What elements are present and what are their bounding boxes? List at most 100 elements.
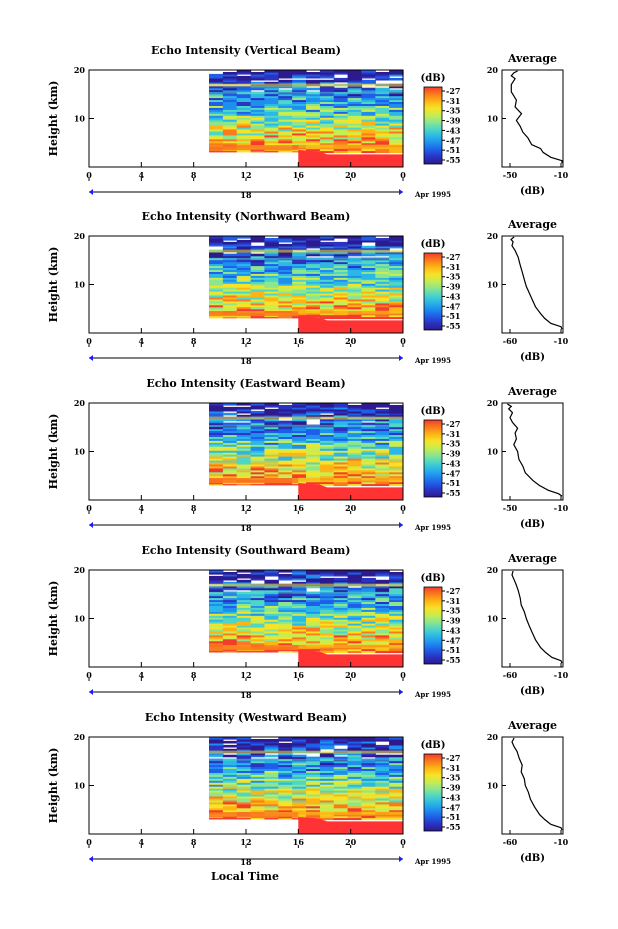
date-arrow-left (89, 689, 93, 695)
date-day: 18 (240, 523, 252, 533)
average-y-tick-label: 10 (487, 447, 499, 457)
y-tick-label: 20 (74, 732, 86, 742)
date-label: Apr 1995 (414, 190, 451, 199)
colorbar-tick-label: -39 (446, 616, 461, 626)
colorbar-tick-label: -35 (446, 773, 460, 783)
average-x-tick-label: -10 (554, 336, 569, 346)
colorbar-tick-label: -47 (446, 635, 460, 645)
x-tick-label: 0 (400, 837, 406, 847)
colorbar-unit: (dB) (421, 406, 446, 417)
average-title: Average (507, 719, 557, 732)
date-arrow-left (89, 856, 93, 862)
y-tick-label: 20 (74, 565, 86, 575)
average-x-tick-label: -60 (503, 837, 518, 847)
colorbar-tick-label: -43 (446, 792, 461, 802)
colorbar-tick-label: -31 (446, 96, 460, 106)
x-tick-label: 0 (86, 670, 92, 680)
average-frame (501, 736, 564, 835)
x-tick-label: 4 (139, 670, 145, 680)
date-arrow-right (399, 355, 403, 361)
x-tick-label: 8 (191, 503, 197, 513)
average-y-tick-label: 20 (487, 398, 499, 408)
average-profile-line (511, 737, 563, 831)
colorbar-tick-label: -39 (446, 116, 461, 126)
heatmap (209, 737, 404, 834)
colorbar-tick-label: -35 (446, 606, 460, 616)
average-y-tick-label: 20 (487, 231, 499, 241)
average-x-tick-label: -10 (554, 170, 569, 180)
average-y-tick-label: 20 (487, 732, 499, 742)
x-tick-label: 0 (400, 336, 406, 346)
y-tick-label: 20 (74, 231, 86, 241)
x-tick-label: 16 (293, 670, 305, 680)
x-tick-label: 20 (345, 503, 357, 513)
colorbar-tick-label: -39 (446, 783, 461, 793)
x-tick-label: 12 (240, 336, 251, 346)
x-tick-label: 20 (345, 837, 357, 847)
colorbar-tick-label: -31 (446, 429, 460, 439)
date-day: 18 (240, 356, 252, 366)
panel-2: Echo Intensity (Northward Beam) Height (k… (47, 210, 569, 366)
average-profile-line (510, 70, 563, 164)
colorbar-tick-label: -43 (446, 125, 461, 135)
date-day: 18 (240, 190, 252, 200)
colorbar (423, 419, 443, 498)
x-tick-label: 8 (191, 170, 197, 180)
colorbar-tick-label: -51 (446, 311, 460, 321)
y-tick-label: 20 (74, 65, 86, 75)
colorbar-tick-label: -27 (446, 753, 460, 763)
panel-title: Echo Intensity (Southward Beam) (142, 544, 351, 557)
date-arrow-left (89, 522, 93, 528)
average-x-tick-label: -10 (554, 503, 569, 513)
y-axis-label: Height (km) (47, 414, 60, 490)
date-label: Apr 1995 (414, 690, 451, 699)
date-label: Apr 1995 (414, 857, 451, 866)
x-tick-label: 8 (191, 670, 197, 680)
x-tick-label: 12 (240, 670, 251, 680)
x-tick-label: 0 (400, 670, 406, 680)
date-arrow-left (89, 189, 93, 195)
y-axis-label: Height (km) (47, 748, 60, 824)
y-tick-label: 10 (74, 114, 86, 124)
colorbar-tick-label: -47 (446, 802, 460, 812)
colorbar (423, 753, 443, 832)
average-x-label: (dB) (520, 519, 545, 530)
x-tick-label: 16 (293, 837, 305, 847)
x-tick-label: 16 (293, 336, 305, 346)
heatmap (209, 570, 404, 667)
date-day: 18 (240, 690, 252, 700)
panel-4: Echo Intensity (Southward Beam) Height (k… (47, 544, 569, 700)
x-tick-label: 0 (400, 503, 406, 513)
colorbar-tick-label: -43 (446, 458, 461, 468)
average-x-tick-label: -50 (503, 170, 518, 180)
date-arrow-right (399, 522, 403, 528)
panels-group: Echo Intensity (Vertical Beam) Height (km… (47, 44, 569, 867)
x-tick-label: 20 (345, 336, 357, 346)
y-axis-label: Height (km) (47, 81, 60, 157)
x-tick-label: 0 (86, 837, 92, 847)
colorbar-tick-label: -35 (446, 439, 460, 449)
x-axis-label: Local Time (211, 870, 279, 883)
average-x-label: (dB) (520, 186, 545, 197)
colorbar-tick-label: -35 (446, 106, 460, 116)
x-tick-label: 4 (139, 503, 145, 513)
average-y-tick-label: 20 (487, 65, 499, 75)
panel-1: Echo Intensity (Vertical Beam) Height (km… (47, 44, 569, 200)
average-x-label: (dB) (520, 686, 545, 697)
x-tick-label: 8 (191, 336, 197, 346)
ground-clutter (298, 817, 403, 834)
panel-title: Echo Intensity (Northward Beam) (142, 210, 351, 223)
x-tick-label: 16 (293, 503, 305, 513)
colorbar-tick-label: -55 (446, 655, 460, 665)
colorbar-tick-label: -55 (446, 321, 460, 331)
y-tick-label: 10 (74, 447, 86, 457)
average-y-tick-label: 10 (487, 614, 499, 624)
colorbar-tick-label: -35 (446, 272, 460, 282)
date-label: Apr 1995 (414, 523, 451, 532)
colorbar-unit: (dB) (421, 573, 446, 584)
colorbar-tick-label: -39 (446, 449, 461, 459)
ground-clutter (298, 483, 403, 500)
x-tick-label: 12 (240, 503, 251, 513)
date-arrow-right (399, 689, 403, 695)
ground-clutter (298, 316, 403, 333)
